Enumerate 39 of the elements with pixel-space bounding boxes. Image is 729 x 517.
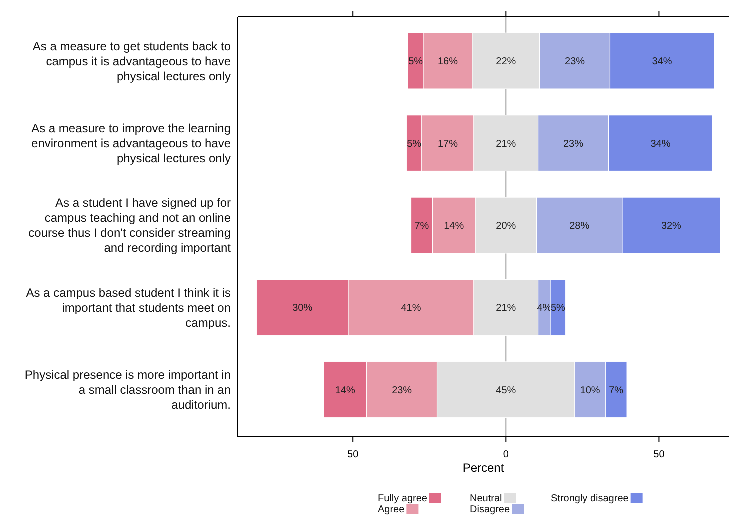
- x-tick-label: 50: [348, 450, 360, 460]
- data-label: 21%: [496, 138, 516, 150]
- data-label: 41%: [401, 303, 422, 314]
- data-label: 17%: [438, 138, 458, 150]
- data-label: 5%: [550, 303, 566, 314]
- data-label: 10%: [580, 385, 600, 396]
- data-label: 14%: [335, 385, 356, 396]
- x-tick-label: 0: [503, 450, 510, 460]
- x-axis-title: Percent: [462, 461, 505, 476]
- data-label: 23%: [563, 138, 584, 150]
- legend-label: Strongly disagree: [551, 494, 630, 504]
- data-label: 21%: [496, 303, 516, 314]
- data-label: 7%: [609, 385, 624, 396]
- data-label: 30%: [292, 303, 313, 314]
- data-label: 23%: [565, 56, 586, 68]
- data-label: 28%: [570, 221, 590, 232]
- y-tick-label: As a student I have signed up for campus teaching and not an online course thus I don't consider streaming and recording important: [28, 196, 232, 256]
- data-label: 32%: [661, 221, 682, 232]
- legend-label: Agree: [378, 504, 406, 516]
- data-label: 5%: [407, 138, 422, 150]
- legend-label: Fully agree: [378, 494, 428, 504]
- y-tick-label: As a campus based student I think it is important that students meet on campus.: [26, 286, 231, 330]
- data-label: 7%: [414, 221, 430, 232]
- data-label: 23%: [392, 385, 412, 396]
- data-label: 14%: [444, 221, 464, 232]
- y-tick-label: As a measure to get students back to campus it is advantageous to have physical lectures only: [32, 39, 232, 84]
- legend-label: Neutral: [470, 494, 502, 504]
- data-label: 45%: [496, 385, 516, 396]
- y-tick-label: As a measure to improve the learning environment is advantageous to have physical lectures only: [32, 122, 232, 166]
- data-label: 34%: [650, 138, 671, 150]
- y-tick-label: Physical presence is more important in a small classroom than in an auditorium.: [24, 368, 231, 412]
- data-label: 20%: [496, 221, 516, 232]
- data-label: 16%: [438, 56, 458, 68]
- data-label: 34%: [652, 56, 672, 68]
- x-tick-label: 50: [654, 450, 666, 460]
- data-label: 22%: [496, 56, 516, 68]
- legend-label: Disagree: [470, 504, 510, 516]
- data-label: 4%: [537, 303, 552, 314]
- data-label: 5%: [408, 56, 424, 68]
